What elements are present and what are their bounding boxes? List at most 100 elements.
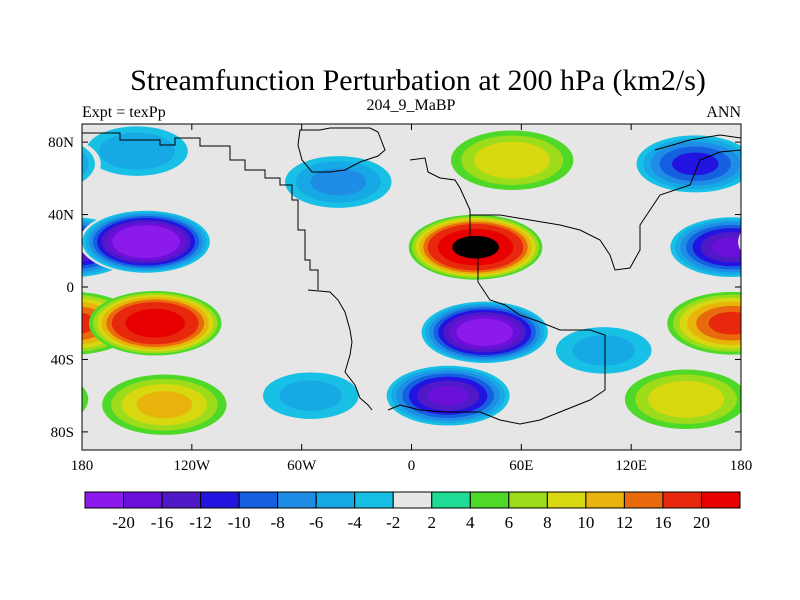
contour-band <box>452 235 499 259</box>
colorbar-label: 8 <box>543 513 552 532</box>
colorbar-swatch <box>623 491 664 509</box>
contour-band <box>279 380 343 411</box>
coastline-south-america <box>307 289 373 411</box>
contour-band <box>125 308 185 338</box>
x-tick-label: 60W <box>287 458 317 474</box>
contour-band <box>734 138 741 165</box>
colorbar-label: -4 <box>348 513 363 532</box>
colorbar-swatch <box>662 491 702 509</box>
colorbar-label: -16 <box>151 513 174 532</box>
contour-band <box>760 297 800 349</box>
contour-band <box>648 380 725 418</box>
contour-band <box>781 384 800 425</box>
y-tick-label: 40S <box>51 352 74 368</box>
contour-band <box>748 214 800 269</box>
contour-band <box>785 309 800 338</box>
colorbar-label: -20 <box>112 513 135 532</box>
contour-band <box>708 311 741 335</box>
x-tick-label: 120W <box>173 458 211 474</box>
anomaly-14 <box>82 209 800 275</box>
colorbar-label: 2 <box>428 513 437 532</box>
x-axis-ticks: 180 120W 60W 0 60E 120E 180 <box>71 124 753 474</box>
x-tick-label: 120E <box>615 458 647 474</box>
y-axis-ticks: 80N 40N 0 40S 80S <box>48 135 741 441</box>
contour-band <box>756 295 800 352</box>
contour-band <box>82 145 95 182</box>
anomaly-3 <box>450 130 574 190</box>
colorbar-swatch <box>238 491 279 509</box>
contour-band <box>711 237 741 258</box>
contour-field <box>0 124 800 435</box>
colorbar-label: -2 <box>386 513 400 532</box>
colorbar-swatch <box>277 491 317 509</box>
colorbar-swatch <box>123 491 163 509</box>
contour-band <box>136 391 193 419</box>
colorbar-swatch <box>200 491 240 509</box>
anomaly-7 <box>1 132 741 196</box>
contour-band <box>82 151 89 177</box>
center-string: 204_9_MaBP <box>367 97 456 114</box>
colorbar-label: 16 <box>654 513 671 532</box>
x-tick-label: 60E <box>509 458 533 474</box>
contour-band <box>310 168 367 196</box>
contour-band <box>756 218 800 266</box>
contour-band <box>796 391 800 418</box>
anomaly-5 <box>276 151 401 213</box>
colorbar-swatch <box>469 491 510 509</box>
colorbar: -20 -16 -12 -10 -8 -6 -4 -2 2 4 6 8 10 12 16 20 <box>84 491 741 532</box>
contour-band <box>758 133 800 170</box>
anomaly-12 <box>418 299 552 365</box>
chart-title: Streamfunction Perturbation at 200 hPa (… <box>130 64 706 97</box>
colorbar-swatch <box>700 491 741 509</box>
contour-band <box>766 223 800 261</box>
coastline-greenland <box>297 127 386 173</box>
contour-band <box>771 302 800 344</box>
contour-band <box>778 229 800 255</box>
y-tick-label: 80S <box>51 425 74 441</box>
colorbar-label: -6 <box>309 513 323 532</box>
anomaly-11 <box>88 291 800 356</box>
colorbar-label: -10 <box>228 513 251 532</box>
anomaly-6 <box>102 374 800 435</box>
contour-band <box>770 379 800 431</box>
colorbar-label: 6 <box>505 513 514 532</box>
y-tick-label: 40N <box>48 208 74 224</box>
contour-band <box>745 212 800 271</box>
contour-band <box>738 232 741 252</box>
contour-band <box>752 293 800 354</box>
anomaly-1 <box>0 321 664 380</box>
coastline-eurasia-africa <box>387 157 606 425</box>
colorbar-swatch <box>392 491 433 509</box>
contour-band <box>572 335 636 366</box>
colorbar-swatch <box>161 491 202 509</box>
contour-band <box>82 386 89 413</box>
colorbar-swatch <box>354 491 394 509</box>
y-tick-label: 80N <box>48 135 74 151</box>
contour-band <box>745 126 800 175</box>
colorbar-swatch <box>84 491 125 509</box>
colorbar-label: 20 <box>693 513 710 532</box>
contour-band <box>466 323 504 342</box>
contour-band <box>0 375 78 424</box>
contour-band <box>119 228 174 255</box>
anomaly-2 <box>82 124 800 181</box>
x-tick-label: 180 <box>730 458 753 474</box>
anomaly-13 <box>408 214 543 280</box>
colorbar-label: -8 <box>271 513 285 532</box>
colorbar-swatch <box>315 491 356 509</box>
x-tick-label: 180 <box>71 458 94 474</box>
contour-band <box>761 375 800 435</box>
colorbar-swatch <box>508 491 548 509</box>
colorbar-swatch <box>431 491 471 509</box>
colorbar-swatch <box>546 491 587 509</box>
left-string: Expt = texPp <box>82 104 166 121</box>
contour-band <box>1 147 72 182</box>
right-string: ANN <box>706 104 741 121</box>
contour-band <box>0 321 5 379</box>
contour-band <box>427 385 469 406</box>
contour-band <box>765 299 800 346</box>
contour-band <box>98 132 175 170</box>
colorbar-label: 4 <box>466 513 475 532</box>
contour-band <box>771 225 800 258</box>
